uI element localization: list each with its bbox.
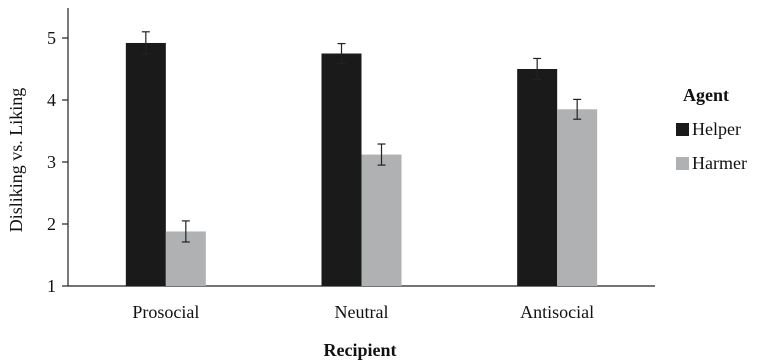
bar-harmer-antisocial	[557, 109, 598, 286]
y-tick-label: 4	[47, 90, 56, 110]
bar-helper-neutral	[321, 53, 362, 286]
error-bars	[141, 31, 582, 243]
bar-helper-prosocial	[125, 42, 166, 287]
legend-swatch-harmer	[676, 157, 689, 170]
y-ticks: 1 2 3 4 5	[47, 28, 68, 296]
legend-label-harmer: Harmer	[692, 153, 747, 173]
y-tick-label: 3	[47, 152, 56, 172]
legend-label-helper: Helper	[692, 119, 741, 139]
x-tick-labels: Prosocial Neutral Antisocial	[132, 302, 594, 322]
x-tick-label: Prosocial	[132, 302, 199, 322]
x-tick-label: Neutral	[335, 302, 389, 322]
legend-title: Agent	[683, 85, 729, 105]
bars	[125, 42, 598, 287]
bar-harmer-neutral	[361, 154, 402, 286]
y-axis-title: Disliking vs. Liking	[6, 88, 26, 233]
legend-swatch-helper	[676, 123, 689, 136]
legend: Agent Helper Harmer	[676, 85, 747, 173]
y-tick-label: 5	[47, 28, 56, 48]
x-tick-label: Antisocial	[520, 302, 594, 322]
bar-helper-antisocial	[517, 69, 558, 286]
x-axis-title: Recipient	[324, 340, 397, 360]
y-tick-label: 2	[47, 214, 56, 234]
y-tick-label: 1	[47, 276, 56, 296]
